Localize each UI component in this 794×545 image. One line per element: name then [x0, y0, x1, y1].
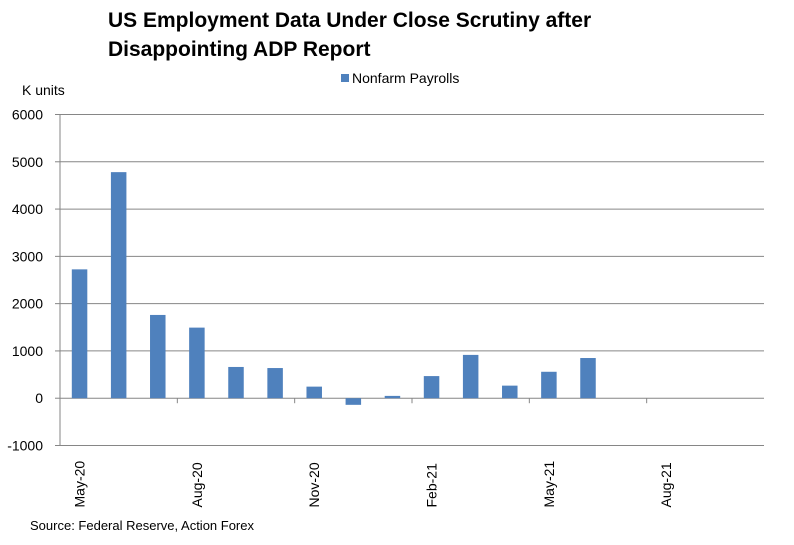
bar-Jul-20: [150, 314, 166, 399]
bar-Aug-20: [189, 327, 205, 399]
bar-Jun-21: [580, 358, 596, 399]
y-tick-label: 0: [35, 390, 43, 406]
bar-Mar-21: [462, 354, 479, 399]
bar-Nov-20: [306, 386, 322, 399]
y-tick-label: 4000: [12, 201, 43, 217]
bar-Dec-20: [345, 398, 362, 405]
title-line-2: Disappointing ADP Report: [108, 38, 371, 61]
bar-May-21: [541, 371, 557, 399]
y-axis-label: K units: [22, 82, 65, 98]
source-note: Source: Federal Reserve, Action Forex: [30, 518, 254, 533]
y-tick-label: 5000: [12, 154, 43, 170]
bar-Feb-21: [423, 376, 440, 399]
bar-Jan-21: [384, 395, 401, 399]
y-tick-label: 6000: [12, 107, 43, 123]
y-tick-label: 2000: [12, 296, 43, 312]
y-tick-label: -1000: [7, 438, 43, 454]
x-tick-label: May-20: [72, 461, 88, 508]
title-line-1: US Employment Data Under Close Scrutiny …: [108, 9, 592, 32]
legend-swatch: [341, 74, 349, 82]
x-tick-label: May-21: [541, 461, 557, 508]
x-tick-label: Aug-20: [189, 462, 205, 507]
bar-Jun-20: [110, 172, 127, 399]
x-tick-label: Feb-21: [424, 463, 440, 508]
bar-May-20: [71, 269, 88, 399]
y-tick-label: 3000: [12, 248, 43, 264]
y-tick-label: 1000: [12, 343, 43, 359]
x-tick-label: Nov-20: [306, 462, 322, 507]
chart-title: US Employment Data Under Close Scrutiny …: [108, 6, 591, 64]
x-tick-label: Aug-21: [658, 462, 674, 507]
bar-Apr-21: [502, 385, 518, 399]
bar-Oct-20: [267, 368, 283, 399]
bar-Sep-20: [228, 366, 244, 399]
legend-label: Nonfarm Payrolls: [352, 70, 459, 86]
